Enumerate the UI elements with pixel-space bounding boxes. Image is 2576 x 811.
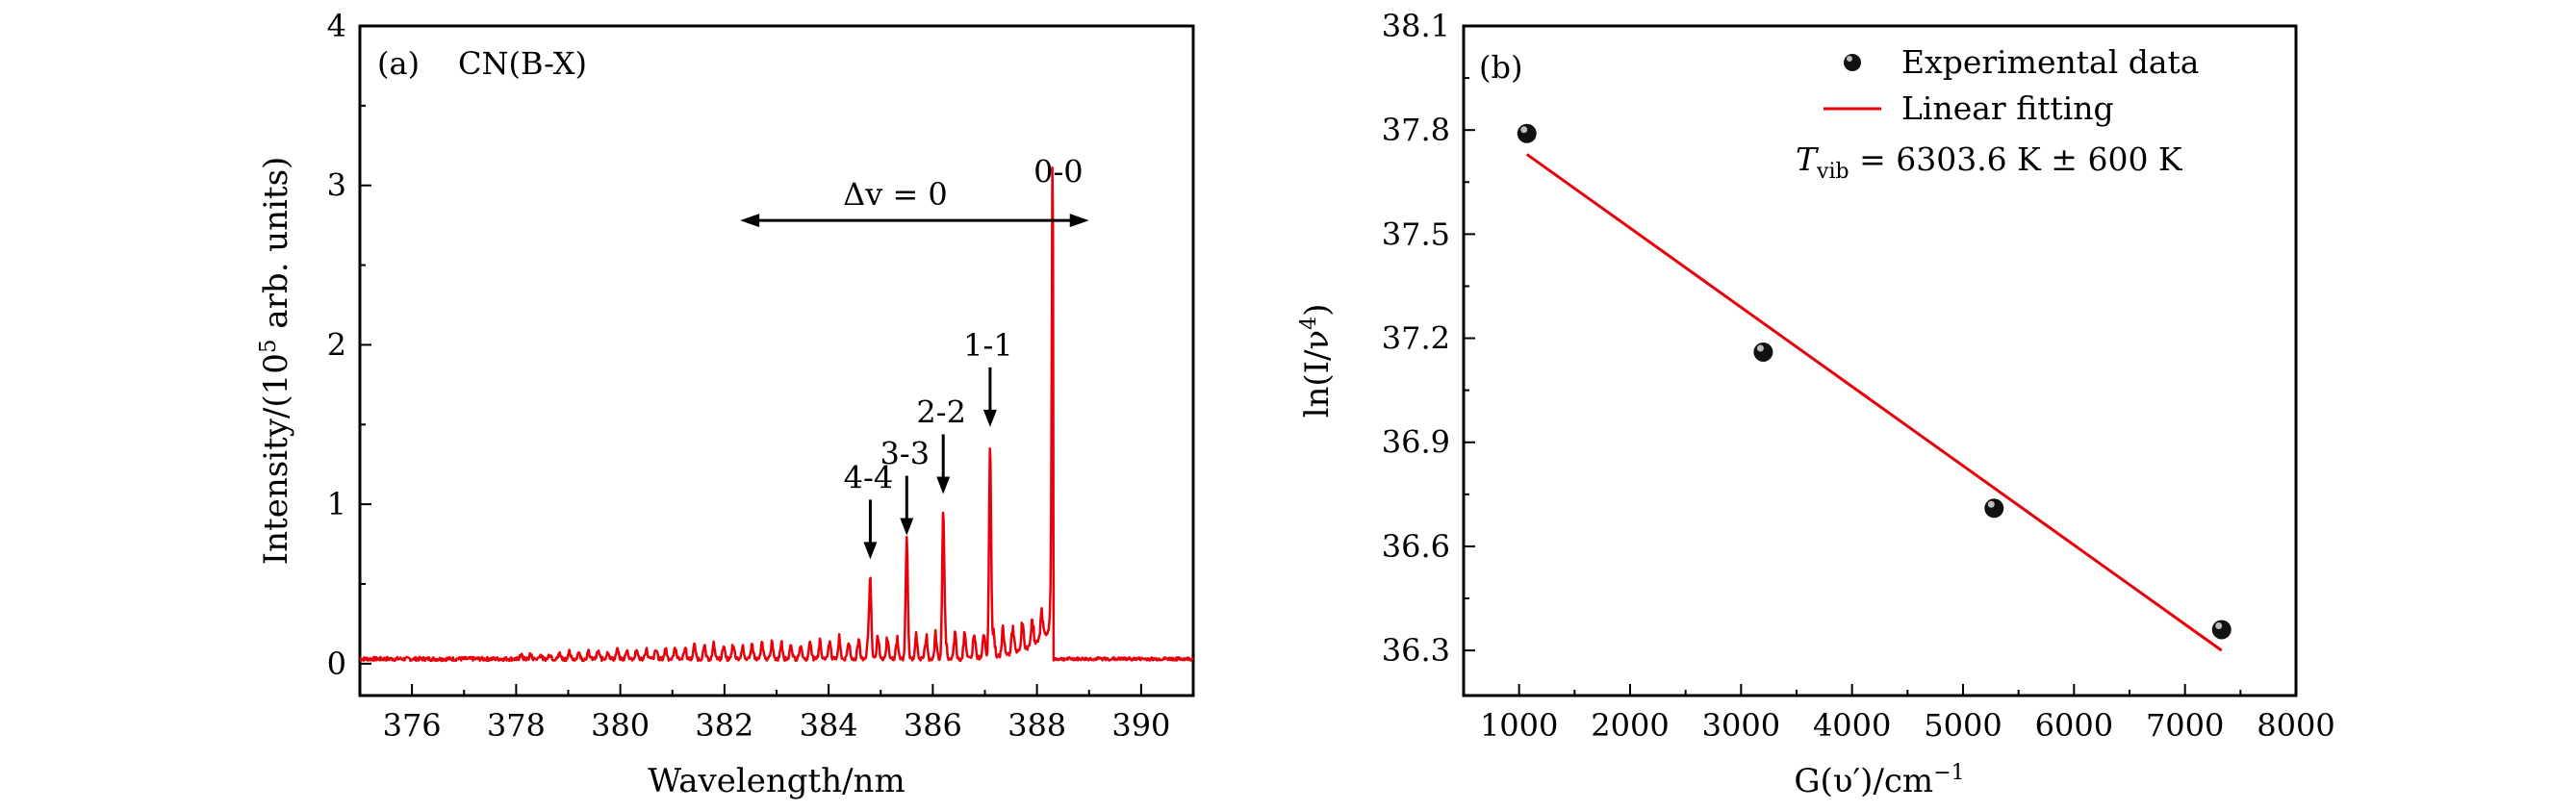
panel-b-xlabel: G(υ′)/cm−1: [1794, 761, 1964, 800]
x-tick-label: 8000: [2257, 707, 2334, 744]
data-point-dot: [1517, 123, 1537, 143]
band-arrow: Δv = 0: [740, 176, 1089, 228]
x-tick-label: 386: [904, 707, 962, 744]
legend-label-fit: Linear fitting: [1901, 89, 2114, 127]
band-arrowhead-left: [740, 214, 760, 228]
data-point: [1984, 498, 2004, 519]
peak-label: 1-1: [963, 327, 1013, 364]
panel-b-ticks: 1000 2000 3000 4000 5000 6000 7000 8000 36.3 36.6…: [1382, 8, 2335, 744]
x-tick-label: 3000: [1702, 707, 1780, 744]
panel-a-title: CN(B-X): [458, 45, 587, 82]
y-tick-label: 1: [327, 486, 346, 522]
peak-label: 0-0: [1033, 153, 1084, 190]
x-tick-label: 388: [1007, 707, 1066, 744]
y-tick-label: 37.8: [1382, 112, 1450, 148]
data-point-dot: [1984, 498, 2004, 519]
data-point-highlight: [1987, 500, 1995, 508]
x-tick-label: 390: [1111, 707, 1170, 744]
panel-b-label: (b): [1479, 49, 1522, 86]
panel-b: 1000 2000 3000 4000 5000 6000 7000 8000 36.3 36.6…: [1297, 8, 2335, 800]
panel-b-xlabel-main: G(υ′)/cm: [1794, 762, 1933, 800]
y-tick-label: 0: [327, 646, 346, 682]
data-point-highlight: [2215, 621, 2223, 629]
peak-label: 4-4: [844, 459, 894, 495]
tvib-symbol: T: [1796, 140, 1820, 178]
tvib-annotation: Tvib = 6303.6 K ± 600 K: [1796, 140, 2183, 184]
panel-a: 376 378 380 382 384 386 388 390 0 1 2 3 4 4-43-3 2-2 1…: [256, 8, 1195, 800]
x-tick-label: 378: [487, 707, 546, 744]
y-tick-label: 38.1: [1382, 8, 1450, 44]
panel-b-ylabel: ln(I/ν4): [1297, 304, 1337, 418]
y-tick-label: 36.3: [1382, 632, 1450, 669]
panel-a-ylabel-tail: arb. units): [257, 157, 295, 340]
legend: Experimental data Linear fitting: [1824, 43, 2199, 127]
data-point-dot: [1753, 342, 1773, 362]
panel-b-ylabel-main: ln(I/ν: [1298, 330, 1337, 418]
x-tick-label: 5000: [1924, 707, 2002, 744]
x-tick-label: 380: [591, 707, 650, 744]
panel-a-ylabel: Intensity/(105 arb. units): [256, 157, 295, 566]
data-point-dot: [2211, 620, 2232, 640]
peak-arrowhead: [900, 518, 914, 536]
x-tick-label: 376: [383, 707, 442, 744]
spectrum-line: [359, 166, 1194, 663]
data-point: [1517, 123, 1537, 143]
experimental-points: [1517, 123, 2232, 640]
x-tick-label: 384: [800, 707, 858, 744]
panel-a-ylabel-sup: 5: [256, 339, 281, 353]
peak-arrowhead: [982, 409, 997, 427]
x-tick-label: 7000: [2146, 707, 2224, 744]
band-arrowhead-right: [1069, 214, 1089, 228]
data-point-highlight: [1520, 126, 1528, 134]
peak-label: 3-3: [880, 436, 931, 472]
panel-b-frame: [1462, 24, 2298, 697]
y-tick-label: 36.9: [1382, 424, 1450, 461]
panel-a-xlabel: Wavelength/nm: [648, 762, 905, 800]
panel-a-label: (a): [377, 45, 420, 82]
peak-label: 2-2: [916, 393, 966, 430]
peak-arrowhead: [936, 476, 951, 494]
y-tick-label: 37.2: [1382, 320, 1450, 357]
data-point-highlight: [1756, 344, 1764, 352]
x-tick-label: 1000: [1480, 707, 1558, 744]
panel-b-ylabel-sup: 4: [1297, 317, 1321, 330]
linear-fit-line: [1525, 153, 2223, 652]
tvib-subscript: vib: [1816, 160, 1849, 184]
legend-label-experimental: Experimental data: [1901, 43, 2199, 81]
peak-annotations: 4-43-3 2-2 1-1 0-0: [844, 153, 1084, 560]
x-tick-label: 4000: [1813, 707, 1891, 744]
panel-a-ticks: 376 378 380 382 384 386 388 390 0 1 2 3 4: [327, 8, 1194, 744]
legend-marker-highlight: [1847, 56, 1852, 62]
band-label: Δv = 0: [843, 176, 948, 213]
data-point: [2211, 620, 2232, 640]
panel-b-xlabel-sup: −1: [1933, 761, 1964, 785]
panel-a-ylabel-main: Intensity/(10: [257, 353, 295, 565]
y-tick-label: 2: [327, 326, 346, 363]
x-tick-label: 6000: [2035, 707, 2113, 744]
data-point: [1753, 342, 1773, 362]
x-tick-label: 2000: [1591, 707, 1669, 744]
legend-marker-experimental: [1844, 54, 1861, 71]
y-tick-label: 37.5: [1382, 215, 1450, 252]
x-tick-label: 382: [695, 707, 753, 744]
panel-a-frame: [358, 24, 1195, 697]
panel-b-ylabel-tail: ): [1298, 304, 1337, 317]
peak-arrowhead: [863, 542, 878, 560]
tvib-value: = 6303.6 K ± 600 K: [1849, 140, 2183, 178]
y-tick-label: 3: [327, 167, 346, 204]
y-tick-label: 36.6: [1382, 528, 1450, 565]
y-tick-label: 4: [327, 8, 346, 44]
